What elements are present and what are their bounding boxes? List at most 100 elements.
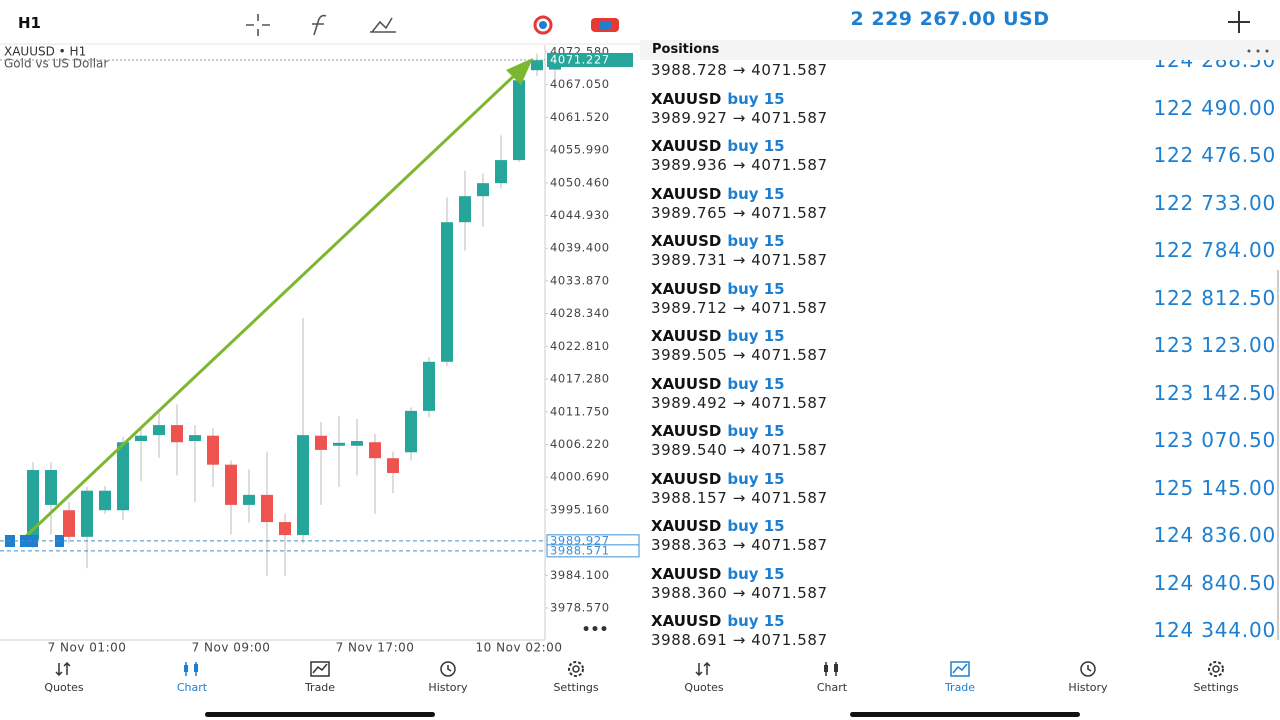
y-tick-label: 4022.810 [550,339,610,353]
position-row[interactable]: XAUUSD buy 15 3989.927 → 4071.587 122 490.0… [640,88,1278,136]
position-row[interactable]: XAUUSD buy 15 3989.765 → 4071.587 122 733.0… [640,183,1278,231]
nav-item[interactable]: Quotes [640,655,768,700]
side: buy 15 [727,184,785,203]
position-row[interactable]: XAUUSD buy 15 3989.505 → 4071.587 123 123.0… [640,325,1278,373]
position-label: 3989.927 [550,533,610,547]
candle-body [189,435,201,442]
position-row[interactable]: XAUUSD buy 15 3988.360 → 4071.587 124 840.5… [640,563,1278,611]
y-tick-label: 4028.340 [550,306,610,320]
position-profit: 122 784.00 [1153,238,1276,262]
y-tick-label: 3978.570 [550,601,610,615]
nav-icon [184,662,198,676]
symbol: XAUUSD [651,469,722,488]
candle-body [243,494,255,505]
current-price-label: 4071.227 [550,52,610,66]
position-label: 3988.571 [550,543,610,557]
position-symbol: XAUUSD buy 15 [651,327,785,345]
toggle-dot [539,21,547,29]
objects-icon[interactable] [370,17,396,33]
position-symbol: XAUUSD buy 15 [651,185,785,203]
candle-body [423,361,435,411]
candle-body [99,490,111,511]
current-price-box [547,52,633,67]
y-tick-label: 4050.460 [550,175,610,189]
position-profit: 124 840.50 [1153,570,1276,595]
nav-item[interactable]: History [384,655,512,700]
position-symbol: XAUUSD buy 15 [651,612,785,630]
side: buy 15 [727,137,785,155]
home-indicator [850,712,1080,717]
position-row[interactable]: XAUUSD buy 15 3988.363 → 4071.587 124 836.0… [640,515,1278,563]
position-prices: 3989.936 → 4071.587 [651,156,828,174]
nav-item[interactable]: Settings [1152,655,1280,700]
candle-body [333,442,345,446]
side: buy 15 [727,374,785,393]
indicator-icon[interactable] [312,14,327,36]
position-row[interactable]: XAUUSD buy 15 3989.492 → 4071.587 123 142.5… [640,373,1278,421]
position-prices: 3988.691 → 4071.587 [651,631,828,649]
nav-icon [824,662,838,676]
bottom-nav: Quotes Chart Trade History Settings [640,655,1280,700]
crosshair-icon[interactable] [246,14,270,36]
side: buy 15 [727,279,785,298]
position-prices: 3989.712 → 4071.587 [651,298,828,317]
more-dots[interactable]: ••• [582,622,609,638]
position-symbol: XAUUSD buy 15 [651,232,785,250]
positions-list: 3988.728 → 4071.587 124 288.50 XAUUSD buy 1… [640,60,1278,650]
nav-label: Settings [553,681,599,694]
position-symbol: XAUUSD buy 15 [651,470,785,488]
position-row[interactable]: XAUUSD buy 15 3989.540 → 4071.587 123 070.5… [640,420,1278,468]
candle-body [207,435,219,465]
candle-body [441,222,453,362]
chart-title[interactable]: XAUUSD • H1 [4,45,86,59]
y-tick-label: 3995.160 [550,502,610,516]
nav-item[interactable]: Chart [128,655,256,700]
candle-body [27,470,39,540]
y-tick-label: 4061.520 [550,110,610,124]
x-tick-label: 7 Nov 01:00 [48,641,127,655]
position-prices: 3989.492 → 4071.587 [651,393,828,412]
candle-body [351,441,363,446]
symbol: XAUUSD [651,517,722,535]
symbol: XAUUSD [651,374,722,393]
position-prices: 3988.157 → 4071.587 [651,488,828,507]
side: buy 15 [727,422,785,440]
y-tick-label: 4011.750 [550,404,610,418]
nav-item[interactable]: Settings [512,655,640,700]
position-symbol: XAUUSD buy 15 [651,422,785,440]
position-row[interactable]: XAUUSD buy 15 3989.936 → 4071.587 122 476.5… [640,135,1278,183]
timeframe[interactable]: H1 [18,14,41,32]
nav-item[interactable]: Trade [896,655,1024,700]
nav-item[interactable]: Trade [256,655,384,700]
position-row[interactable]: XAUUSD buy 15 3989.731 → 4071.587 122 784.0… [640,230,1278,278]
position-profit: 124 288.50 [1153,60,1276,72]
side: buy 15 [727,232,785,250]
balance: 2 229 267.00 USD [850,8,1050,30]
nav-icon [55,661,71,677]
candle-body [531,60,543,71]
x-tick-label: 7 Nov 09:00 [192,641,271,655]
y-tick-label: 4067.050 [550,77,610,91]
add-icon[interactable] [1226,9,1252,35]
y-tick-label: 4039.400 [550,241,610,255]
oneclick-inner [599,21,611,29]
positions-title: Positions [652,42,720,57]
x-tick-label: 7 Nov 17:00 [336,641,415,655]
position-row[interactable]: XAUUSD buy 15 3988.157 → 4071.587 125 145.0… [640,468,1278,516]
side: buy 15 [727,564,785,583]
menu-dots[interactable] [1246,48,1270,54]
position-prices: 3989.765 → 4071.587 [651,203,828,222]
candle-body [63,510,75,537]
trend-arrow[interactable] [20,70,520,542]
candle-body [495,160,507,184]
side: buy 15 [727,469,785,488]
nav-item[interactable]: Chart [768,655,896,700]
toggle-icon[interactable] [533,15,553,35]
position-row[interactable]: XAUUSD buy 15 3988.691 → 4071.587 124 344.0… [640,610,1278,650]
nav-item[interactable]: Quotes [0,655,128,700]
candle-body [369,442,381,459]
position-row[interactable]: XAUUSD buy 15 3989.712 → 4071.587 122 812.5… [640,278,1278,326]
nav-item[interactable]: History [1024,655,1152,700]
nav-icon [950,661,970,677]
position-row[interactable]: 3988.728 → 4071.587 124 288.50 [640,60,1278,88]
